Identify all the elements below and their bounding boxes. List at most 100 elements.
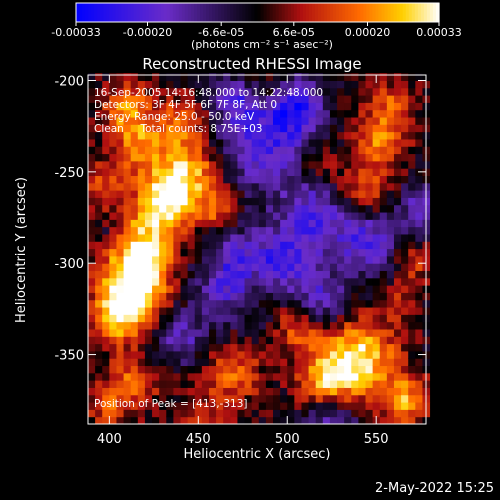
heatmap-cell: [393, 277, 402, 286]
heatmap-cell: [265, 182, 274, 191]
heatmap-cell: [123, 153, 132, 162]
heatmap-cell: [244, 212, 253, 220]
heatmap-cell: [173, 146, 182, 155]
heatmap-cell: [280, 402, 288, 410]
heatmap-cell: [95, 285, 103, 293]
heatmap-cell: [123, 292, 132, 301]
colorbar-segment: [408, 3, 413, 22]
heatmap-cell: [401, 219, 409, 228]
heatmap-cell: [137, 336, 146, 345]
heatmap-cell: [322, 299, 331, 308]
heatmap-cell: [123, 80, 132, 89]
heatmap-cell: [144, 160, 153, 169]
heatmap-cell: [401, 336, 409, 345]
heatmap-cell: [415, 394, 423, 403]
heatmap-cell: [294, 204, 302, 213]
heatmap-cell: [173, 175, 182, 184]
heatmap-cell: [109, 124, 117, 133]
heatmap-cell: [116, 102, 125, 111]
heatmap-cell: [258, 131, 267, 140]
heatmap-cell: [401, 73, 409, 81]
heatmap-cell: [109, 241, 117, 250]
heatmap-cell: [280, 182, 288, 191]
heatmap-cell: [301, 73, 310, 81]
heatmap-cell: [365, 233, 374, 242]
heatmap-cell: [159, 175, 167, 184]
heatmap-cell: [251, 350, 260, 359]
heatmap-cell: [95, 168, 103, 176]
heatmap-cell: [159, 204, 167, 213]
x-axis-tick-labels: 400 450 500 550: [97, 432, 389, 447]
heatmap-cell: [386, 394, 395, 403]
heatmap-cell: [180, 204, 189, 213]
heatmap-cell: [187, 175, 196, 184]
heatmap-cell: [88, 336, 96, 345]
heatmap-cell: [166, 80, 174, 89]
heatmap-cell: [144, 380, 153, 388]
heatmap-cell: [258, 358, 267, 367]
heatmap-cell: [144, 365, 153, 374]
heatmap-cell: [116, 241, 125, 250]
heatmap-cell: [337, 387, 345, 396]
heatmap-cell: [315, 160, 324, 169]
heatmap-cell: [358, 387, 367, 396]
heatmap-cell: [201, 233, 210, 242]
heatmap-cell: [365, 109, 374, 118]
heatmap-cell: [351, 73, 359, 81]
heatmap-cell: [237, 109, 246, 118]
heatmap-cell: [273, 117, 281, 125]
heatmap-cell: [322, 219, 331, 228]
heatmap-cell: [379, 241, 388, 250]
heatmap-cell: [144, 182, 153, 191]
heatmap-cell: [273, 255, 281, 264]
heatmap-cell: [166, 402, 174, 410]
heatmap-cell: [123, 277, 132, 286]
heatmap-cell: [315, 182, 324, 191]
heatmap-cell: [201, 409, 210, 418]
heatmap-cell: [137, 124, 146, 133]
heatmap-cell: [337, 365, 345, 374]
heatmap-cell: [194, 292, 203, 301]
heatmap-cell: [201, 212, 210, 220]
heatmap-cell: [280, 219, 288, 228]
heatmap-cell: [109, 350, 117, 359]
heatmap-cell: [258, 153, 267, 162]
x-tick-label: 450: [186, 432, 211, 447]
heatmap-cell: [358, 358, 367, 367]
colorbar-ticks: [75, 22, 440, 26]
heatmap-cell: [365, 285, 374, 293]
heatmap-cell: [244, 124, 253, 133]
colorbar-segment: [393, 3, 398, 22]
heatmap-cell: [294, 168, 302, 176]
heatmap-cell: [123, 409, 132, 418]
heatmap-cell: [337, 226, 345, 235]
colorbar-segment: [336, 3, 340, 22]
heatmap-cell: [166, 270, 174, 279]
heatmap-cell: [329, 350, 338, 359]
heatmap-cell: [301, 270, 310, 279]
heatmap-cell: [344, 387, 352, 396]
heatmap-cell: [273, 102, 281, 111]
colorbar-segment: [133, 3, 138, 22]
heatmap-cell: [187, 394, 196, 403]
heatmap-cell: [372, 350, 381, 359]
heatmap-cell: [144, 131, 153, 140]
colorbar-segment: [160, 3, 165, 22]
heatmap-cell: [152, 285, 160, 293]
heatmap-cell: [251, 87, 260, 96]
heatmap-cell: [166, 124, 174, 133]
heatmap-cell: [201, 307, 210, 315]
heatmap-cell: [351, 109, 359, 118]
heatmap-cell: [408, 372, 416, 381]
heatmap-cell: [329, 387, 338, 396]
heatmap-cell: [173, 80, 182, 89]
y-tick-label: -350: [54, 349, 84, 364]
heatmap-cell: [109, 182, 117, 191]
heatmap-cell: [123, 416, 132, 425]
colorbar-segment: [115, 3, 119, 22]
heatmap-cell: [116, 328, 125, 337]
heatmap-cell: [88, 153, 96, 162]
heatmap-cell: [358, 160, 367, 169]
heatmap-cell: [102, 138, 110, 147]
heatmap-cell: [301, 226, 310, 235]
